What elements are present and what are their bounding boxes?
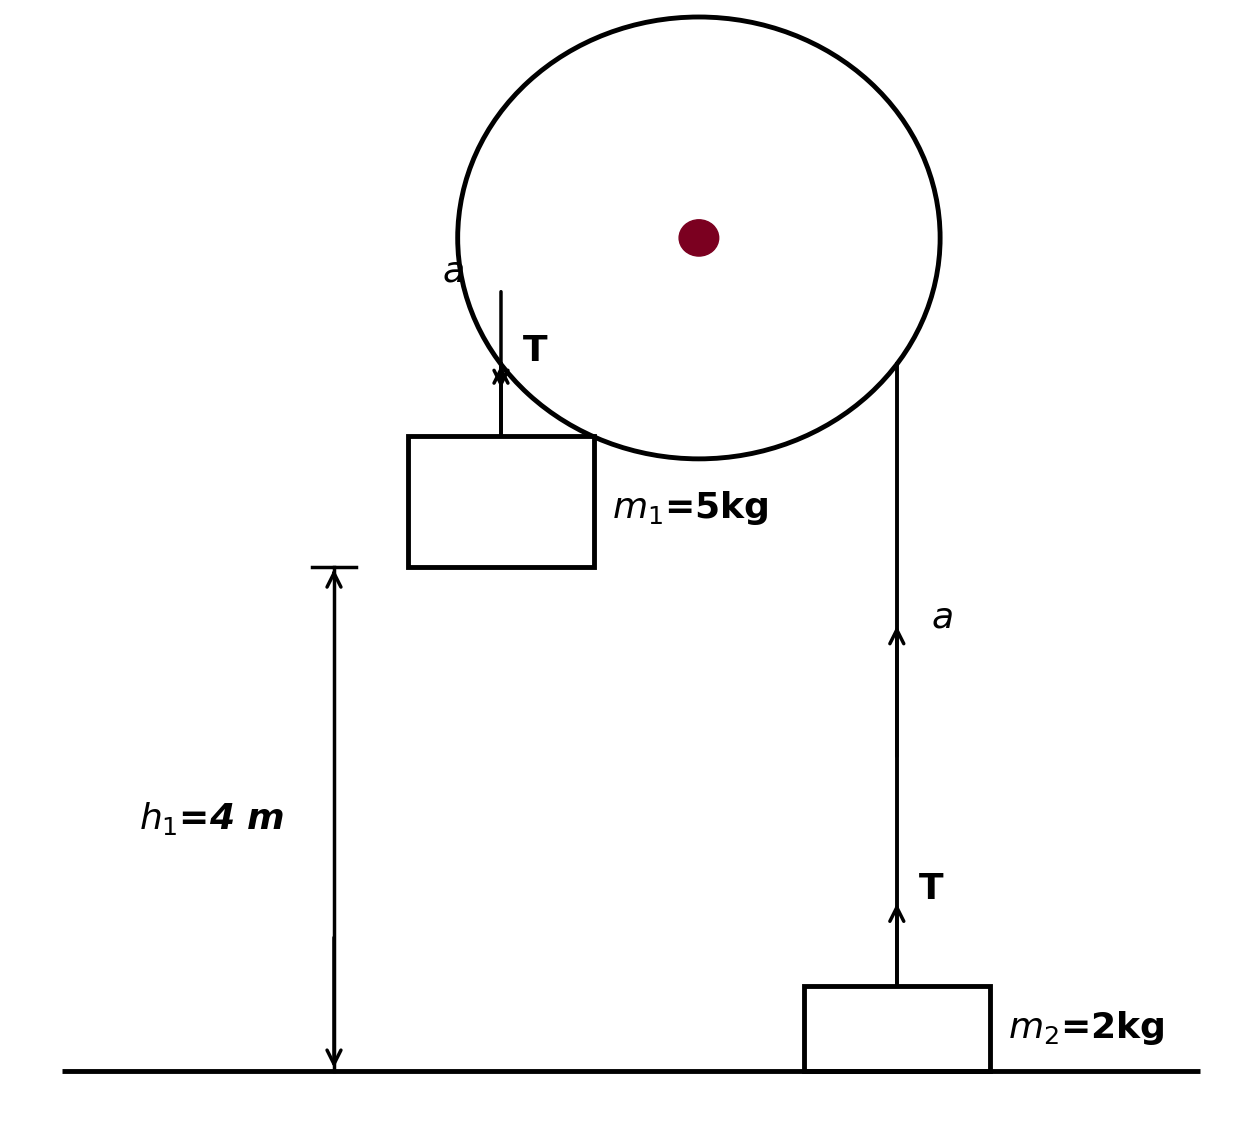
Text: $a$: $a$: [442, 255, 464, 289]
Text: T: T: [919, 872, 944, 906]
Text: $m_1$=5kg: $m_1$=5kg: [612, 488, 769, 527]
Text: $a$: $a$: [931, 600, 954, 634]
Text: $m_2$=2kg: $m_2$=2kg: [1008, 1010, 1165, 1047]
Text: $h_1$=4 m: $h_1$=4 m: [139, 800, 285, 837]
Circle shape: [679, 220, 719, 256]
Bar: [804, 986, 990, 1071]
Bar: [408, 436, 594, 566]
Text: T: T: [523, 334, 548, 368]
